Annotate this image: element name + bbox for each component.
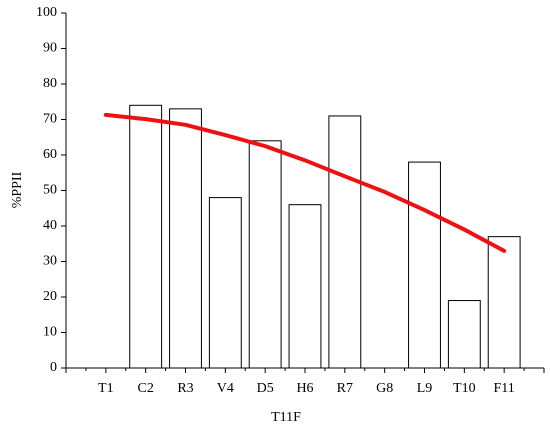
bar: [288, 204, 322, 369]
y-tick-label: 90: [43, 41, 57, 56]
y-axis-label: %PPII: [10, 171, 25, 208]
bar: [248, 140, 282, 369]
y-tick-label: 60: [43, 147, 57, 162]
x-tick-label: F11: [494, 381, 515, 396]
x-tick-label: G8: [376, 381, 393, 396]
x-tick-label: T10: [453, 381, 476, 396]
bar: [208, 197, 242, 369]
bar: [129, 104, 163, 369]
y-tick-label: 80: [43, 76, 57, 91]
y-tick-label: 20: [43, 289, 57, 304]
x-tick-label: R7: [337, 381, 353, 396]
y-tick-label: 50: [43, 183, 57, 198]
bar: [408, 161, 441, 369]
y-tick-label: 40: [43, 218, 57, 233]
x-tick-label: L9: [417, 381, 433, 396]
bar: [328, 115, 362, 369]
x-tick-label: T1: [98, 381, 114, 396]
x-tick-label: D5: [257, 381, 274, 396]
x-tick-label: C2: [137, 381, 153, 396]
x-axis-label: T11F: [271, 410, 301, 425]
x-tick-label: V4: [217, 381, 234, 396]
y-tick-label: 70: [43, 112, 57, 127]
y-tick-label: 100: [36, 5, 57, 20]
x-tick-label: H6: [296, 381, 313, 396]
bar: [447, 300, 481, 369]
x-tick-label: R3: [177, 381, 193, 396]
y-tick-label: 10: [43, 325, 57, 340]
trend-line: [103, 112, 507, 253]
bar: [487, 236, 521, 369]
y-tick-label: 0: [50, 360, 57, 375]
y-tick-label: 30: [43, 254, 57, 269]
bar: [169, 108, 202, 369]
